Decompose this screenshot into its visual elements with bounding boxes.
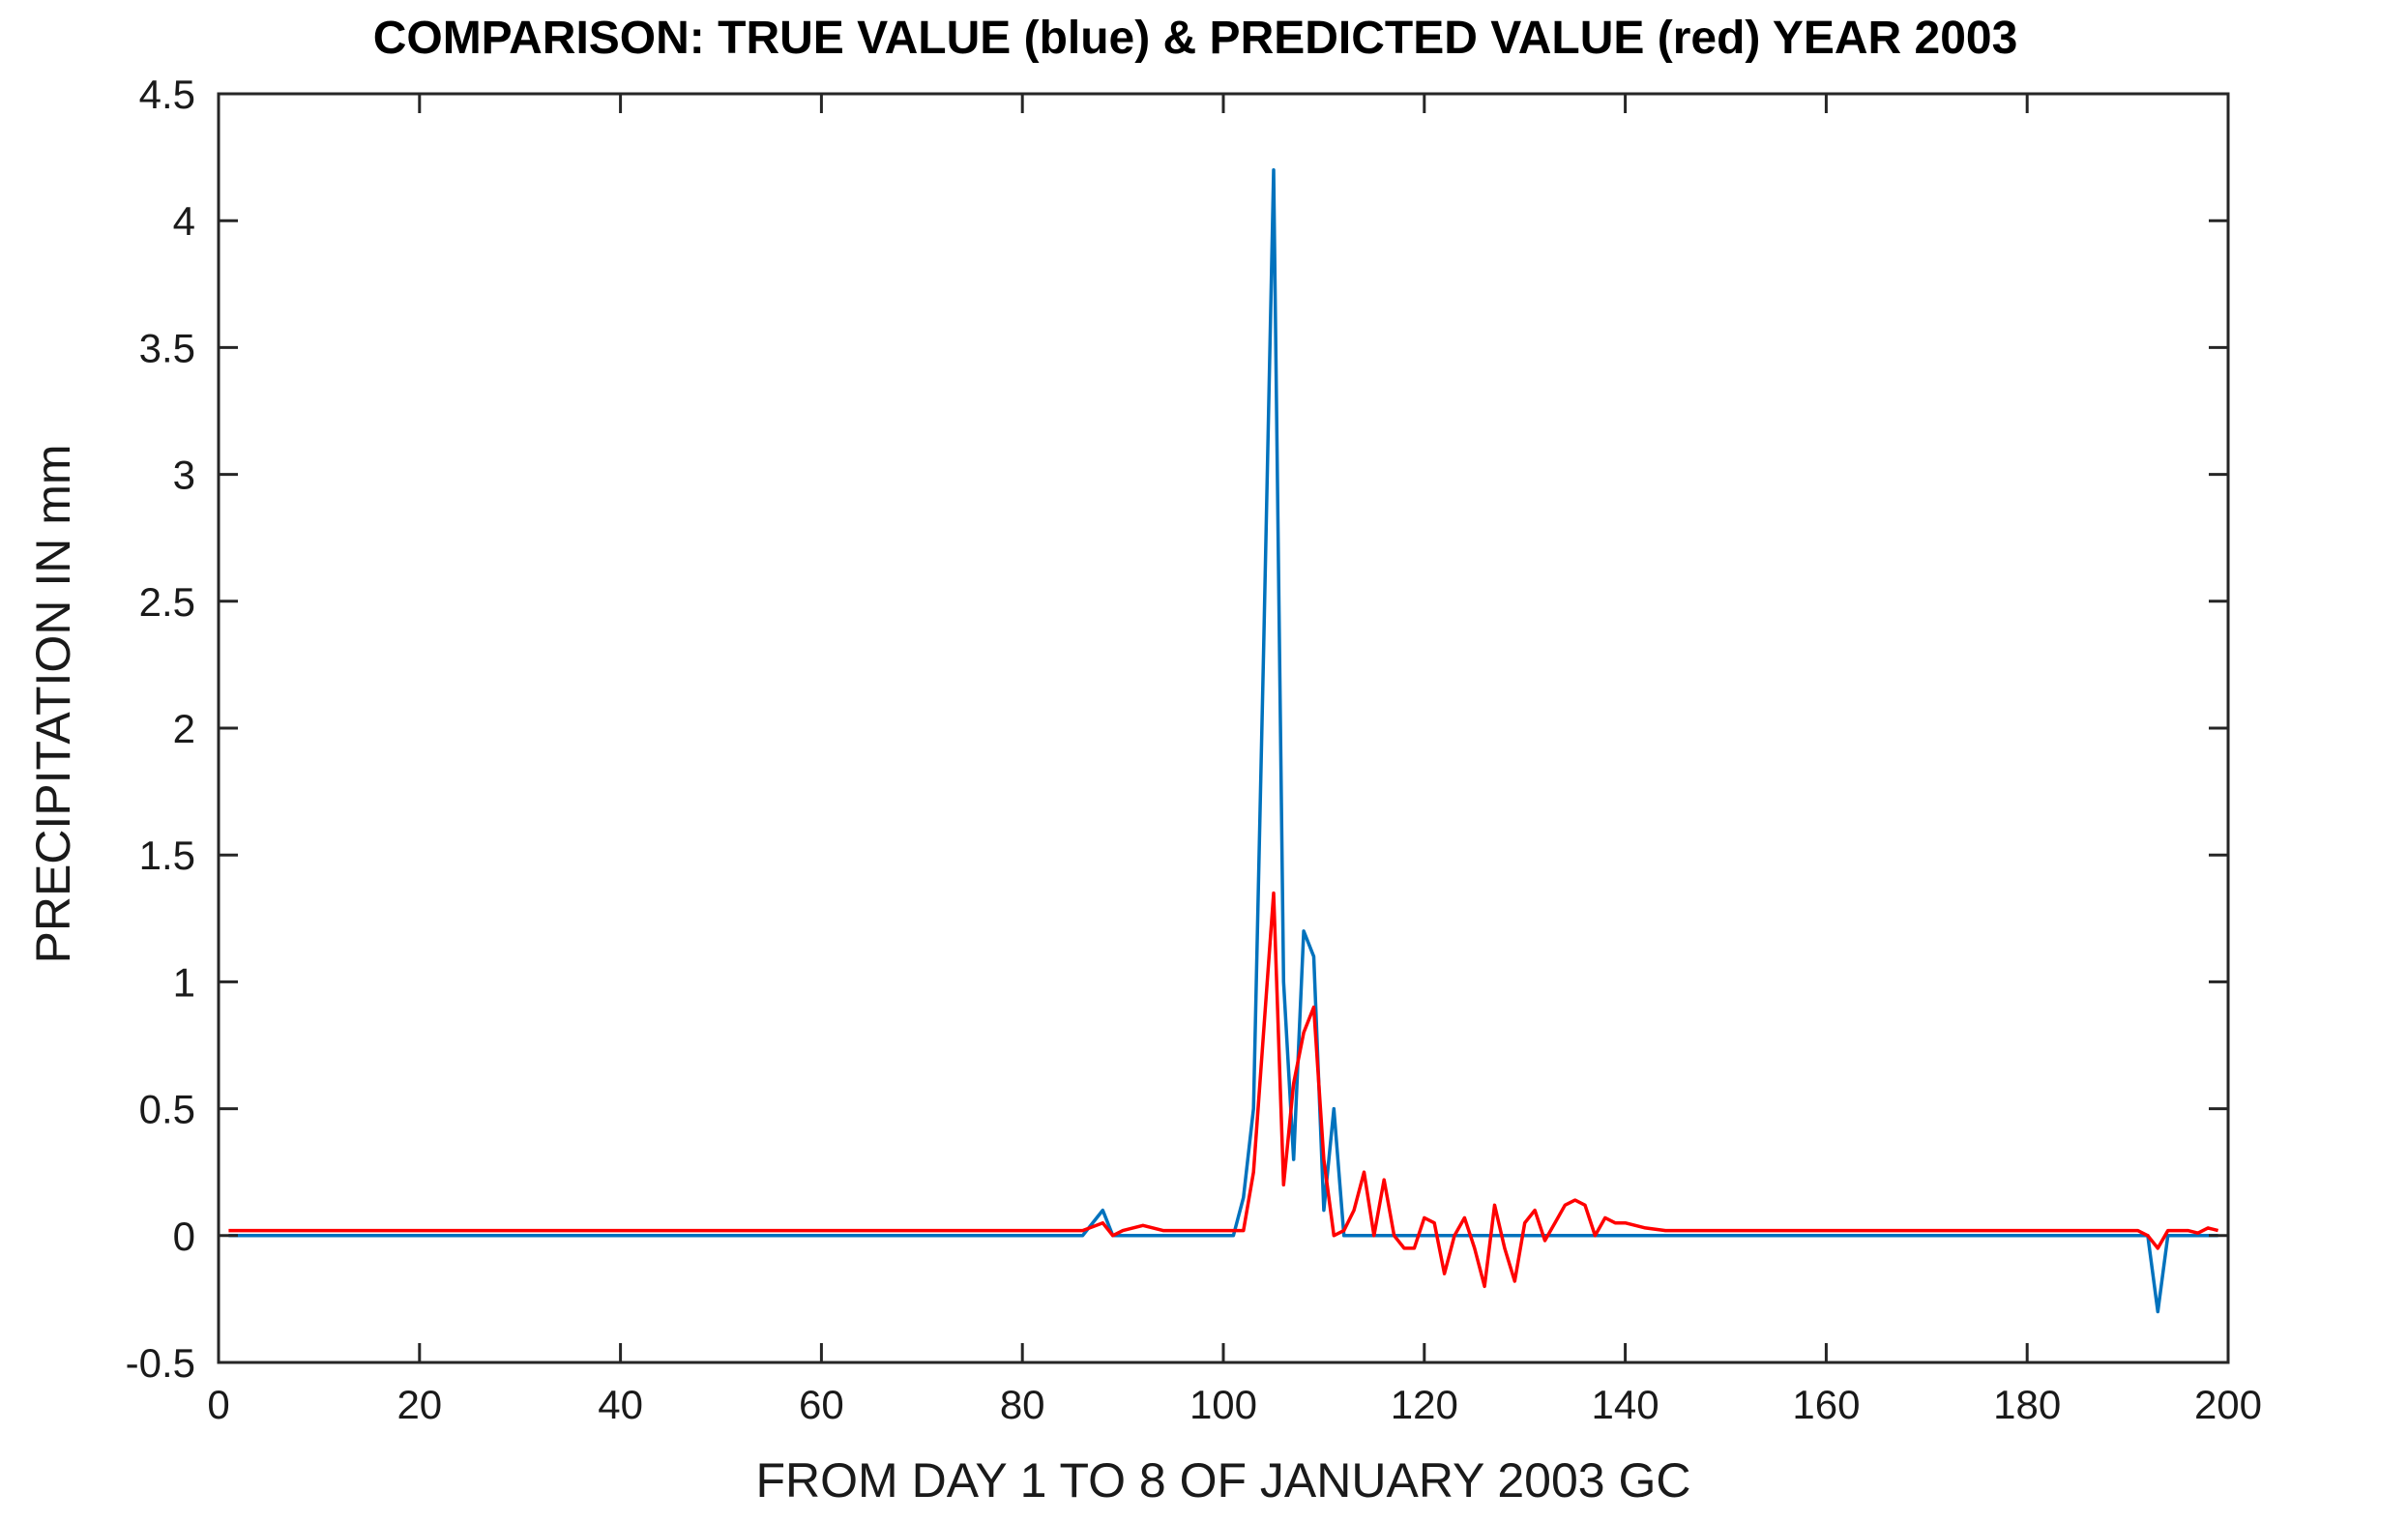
axis-ticks: 0 20 40 60 80 100 120 140 160 180 200 -0.5 0 0.5 1 1.5 2… <box>126 72 2262 1427</box>
y-tick-label: 4.5 <box>139 72 195 117</box>
x-tick-label: 0 <box>207 1382 229 1427</box>
x-tick-label: 20 <box>396 1382 442 1427</box>
y-tick-label: 0 <box>173 1214 195 1259</box>
x-tick-label: 180 <box>1993 1382 2061 1427</box>
y-tick-label: 3.5 <box>139 325 195 370</box>
x-tick-label: 40 <box>598 1382 643 1427</box>
x-tick-label: 140 <box>1592 1382 1659 1427</box>
x-axis-label: FROM DAY 1 TO 8 OF JANUARY 2003 GC <box>756 1453 1691 1507</box>
y-tick-label: 1 <box>173 959 195 1005</box>
y-tick-label: 2 <box>173 706 195 751</box>
chart-title: COMPARISON: TRUE VALUE (blue) & PREDICTE… <box>373 13 2018 64</box>
axes-box <box>217 92 2230 1364</box>
plot-area <box>228 167 2219 1314</box>
y-tick-label: 2.5 <box>139 579 195 625</box>
y-tick-label: 4 <box>173 198 195 244</box>
x-tick-label: 60 <box>799 1382 844 1427</box>
y-axis-label: PRECIPITATION IN mm <box>26 444 80 963</box>
x-tick-label: 80 <box>1000 1382 1045 1427</box>
y-tick-label: -0.5 <box>126 1340 195 1386</box>
x-tick-label: 200 <box>2194 1382 2262 1427</box>
y-tick-label: 1.5 <box>139 833 195 878</box>
x-tick-label: 100 <box>1189 1382 1257 1427</box>
series-line-2 <box>228 891 2219 1289</box>
x-tick-label: 120 <box>1391 1382 1458 1427</box>
y-tick-label: 0.5 <box>139 1087 195 1132</box>
x-tick-label: 160 <box>1792 1382 1860 1427</box>
series-line-1 <box>228 167 2218 1314</box>
y-tick-label: 3 <box>173 453 195 498</box>
